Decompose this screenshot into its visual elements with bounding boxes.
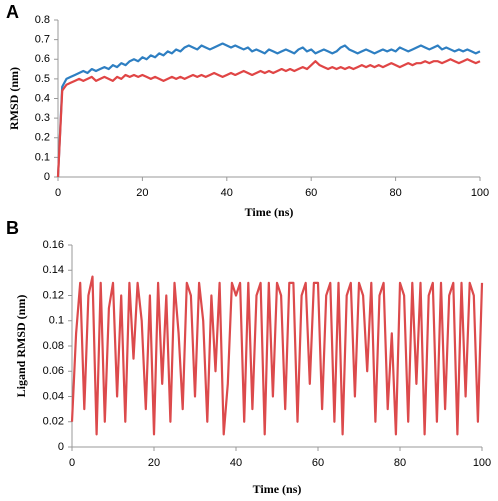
y-tick-label: 0.1	[49, 315, 64, 327]
y-axis-title: RMSD (nm)	[7, 67, 21, 130]
y-tick-label: 0.08	[43, 340, 64, 352]
x-tick-label: 100	[473, 457, 491, 469]
y-tick-label: 0.14	[43, 264, 64, 276]
x-tick-label: 20	[136, 187, 148, 199]
panel-label: B	[6, 218, 19, 238]
x-tick-label: 0	[69, 457, 75, 469]
x-tick-label: 60	[305, 187, 317, 199]
y-tick-label: 0.4	[35, 92, 50, 104]
x-tick-label: 0	[55, 187, 61, 199]
y-tick-label: 0	[58, 441, 64, 453]
panel-label: A	[6, 2, 19, 22]
x-tick-label: 80	[394, 457, 406, 469]
y-tick-label: 0.2	[35, 132, 50, 144]
data-line	[56, 58, 481, 178]
y-tick-label: 0.06	[43, 365, 64, 377]
x-tick-label: 60	[312, 457, 324, 469]
y-tick-label: 0	[44, 171, 50, 183]
y-tick-label: 0.16	[43, 239, 64, 251]
y-tick-label: 0.02	[43, 416, 64, 428]
y-tick-label: 0.12	[43, 289, 64, 301]
x-axis-title: Time (ns)	[245, 205, 294, 219]
data-line	[56, 42, 481, 178]
y-tick-label: 0.3	[35, 112, 50, 124]
y-tick-label: 0.8	[35, 14, 50, 26]
y-tick-label: 0.5	[35, 73, 50, 85]
y-axis-title: Ligand RMSD (nm)	[14, 295, 28, 398]
x-tick-label: 40	[230, 457, 242, 469]
x-tick-label: 80	[389, 187, 401, 199]
x-tick-label: 100	[471, 187, 489, 199]
x-tick-label: 20	[148, 457, 160, 469]
y-tick-label: 0.1	[35, 151, 50, 163]
y-tick-label: 0.04	[43, 390, 64, 402]
data-line	[70, 275, 484, 436]
y-tick-label: 0.7	[35, 34, 50, 46]
y-tick-label: 0.6	[35, 53, 50, 65]
x-axis-title: Time (ns)	[253, 482, 302, 496]
x-tick-label: 40	[221, 187, 233, 199]
